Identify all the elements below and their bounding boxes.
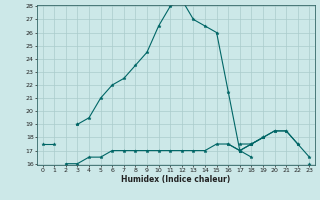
X-axis label: Humidex (Indice chaleur): Humidex (Indice chaleur) (121, 175, 231, 184)
